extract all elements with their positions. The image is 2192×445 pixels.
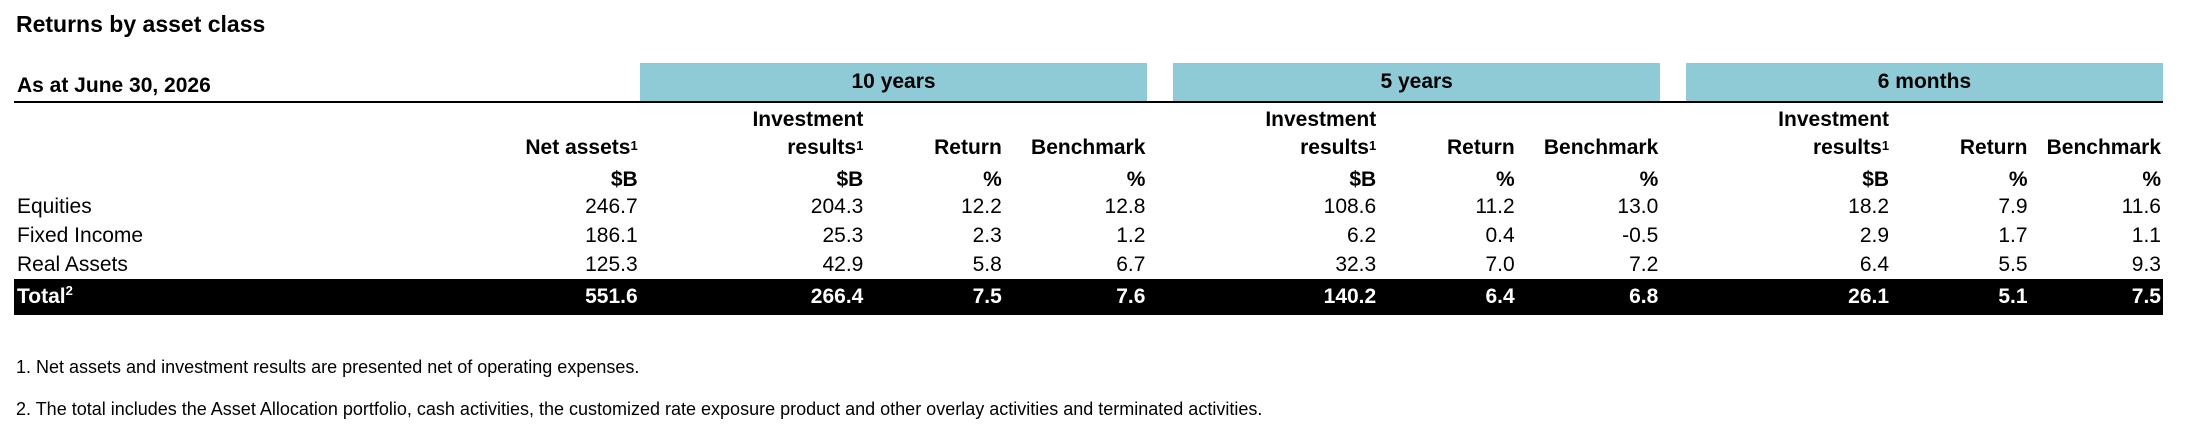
cell: 0.4 — [1485, 223, 1515, 247]
cell: 12.2 — [960, 194, 1002, 218]
cell: 186.1 — [585, 223, 638, 247]
cell: 6.8 — [1516, 279, 1661, 315]
units-row: $B $B % % $B % % $B % % — [14, 162, 2163, 192]
cell: 2.9 — [1859, 223, 1890, 247]
cell: 25.3 — [822, 223, 864, 247]
header-investment-results-6m: Investment results1 — [1685, 101, 1892, 162]
cell: 12.8 — [1104, 194, 1146, 218]
group-6-months: 6 months — [1685, 63, 2163, 102]
header-return-5y: Return — [1378, 101, 1517, 162]
unit-return-6m: % — [2008, 168, 2028, 191]
header-investment-results-5y: Investment results1 — [1173, 101, 1379, 162]
header-return-10y: Return — [865, 101, 1004, 162]
cell: 6.2 — [1347, 223, 1377, 247]
unit-benchmark-10y: % — [1126, 168, 1146, 191]
cell: 204.3 — [810, 194, 864, 218]
group-10-years: 10 years — [639, 63, 1148, 102]
footnote-1: 1. Net assets and investment results are… — [16, 357, 640, 377]
unit-net-assets: $B — [610, 168, 638, 191]
cell: 246.7 — [585, 194, 638, 218]
unit-return-5y: % — [1495, 168, 1515, 191]
group-5-years: 5 years — [1173, 63, 1661, 102]
cell: 2.3 — [972, 223, 1002, 247]
unit-benchmark-5y: % — [1639, 168, 1659, 191]
header-benchmark-5y: Benchmark — [1516, 101, 1661, 162]
cell: 551.6 — [352, 279, 640, 315]
cell: 32.3 — [1335, 252, 1377, 276]
unit-return-10y: % — [983, 168, 1002, 191]
total-row: Total2 551.6 266.4 7.5 7.6 140.2 6.4 6.8… — [14, 279, 2163, 315]
cell: 9.3 — [2131, 252, 2161, 276]
row-label: Real Assets — [17, 252, 128, 276]
unit-ir-6m: $B — [1862, 168, 1890, 191]
cell: 7.2 — [1629, 252, 1659, 276]
row-label: Fixed Income — [17, 223, 144, 247]
cell: 1.7 — [1998, 223, 2028, 247]
cell: 140.2 — [1173, 279, 1379, 315]
unit-ir-10y: $B — [836, 168, 864, 191]
table-row: Real Assets 125.3 42.9 5.8 6.7 32.3 7.0 … — [14, 250, 2163, 279]
cell: 266.4 — [639, 279, 866, 315]
total-label: Total2 — [14, 279, 353, 315]
table-row: Equities 246.7 204.3 12.2 12.8 108.6 11.… — [14, 192, 2163, 221]
cell: 6.4 — [1859, 252, 1890, 276]
as-at-date: As at June 30, 2026 — [17, 74, 211, 97]
cell: 7.9 — [1998, 194, 2028, 218]
header-net-assets: Net assets1 — [352, 101, 640, 162]
cell: 6.7 — [1116, 252, 1146, 276]
page-title: Returns by asset class — [16, 11, 266, 37]
row-label: Equities — [17, 194, 92, 218]
cell: 11.6 — [2121, 194, 2161, 218]
footnote-2: 2. The total includes the Asset Allocati… — [16, 399, 1263, 419]
group-header-row: As at June 30, 2026 10 years 5 years 6 m… — [14, 63, 2163, 102]
cell: -0.5 — [1622, 223, 1659, 247]
cell: 26.1 — [1685, 279, 1892, 315]
returns-table: As at June 30, 2026 10 years 5 years 6 m… — [14, 63, 2163, 315]
column-header-row: Net assets1 Investment results1 Return Be… — [14, 101, 2163, 162]
cell: 6.4 — [1378, 279, 1517, 315]
cell: 5.5 — [1998, 252, 2028, 276]
header-return-6m: Return — [1891, 101, 2030, 162]
cell: 7.6 — [1003, 279, 1148, 315]
header-benchmark-6m: Benchmark — [2029, 101, 2163, 162]
cell: 7.5 — [2029, 279, 2163, 315]
cell: 108.6 — [1323, 194, 1377, 218]
cell: 1.1 — [2131, 223, 2161, 247]
cell: 7.0 — [1485, 252, 1515, 276]
cell: 18.2 — [1848, 194, 1890, 218]
header-investment-results-10y: Investment results1 — [639, 101, 866, 162]
cell: 125.3 — [585, 252, 638, 276]
cell: 42.9 — [822, 252, 864, 276]
cell: 5.1 — [1891, 279, 2030, 315]
header-benchmark-10y: Benchmark — [1003, 101, 1148, 162]
cell: 1.2 — [1116, 223, 1146, 247]
cell: 7.5 — [865, 279, 1004, 315]
cell: 13.0 — [1617, 194, 1659, 218]
unit-benchmark-6m: % — [2142, 168, 2161, 191]
cell: 5.8 — [972, 252, 1002, 276]
cell: 11.2 — [1475, 194, 1515, 218]
table-row: Fixed Income 186.1 25.3 2.3 1.2 6.2 0.4 … — [14, 221, 2163, 250]
unit-ir-5y: $B — [1349, 168, 1377, 191]
